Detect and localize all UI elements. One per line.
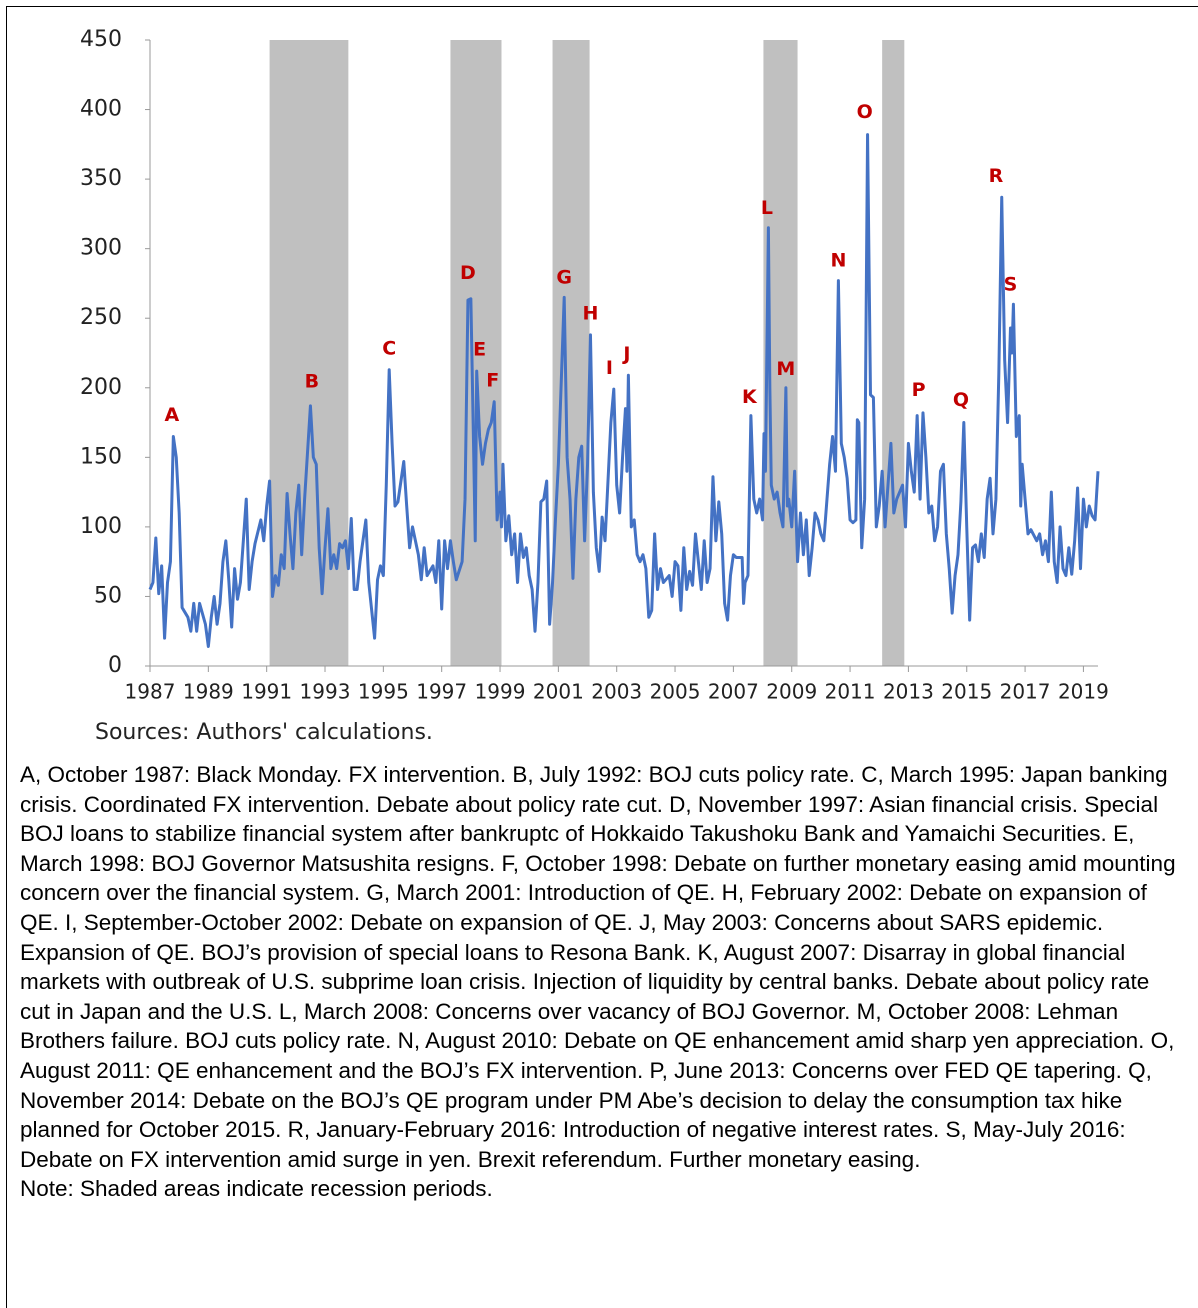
x-tick-label: 1995 <box>358 680 409 704</box>
event-label: L <box>761 197 773 219</box>
x-tick-label: 2009 <box>766 680 817 704</box>
recession-shade <box>552 40 590 666</box>
event-label: F <box>486 369 499 391</box>
x-tick-label: 1989 <box>183 680 234 704</box>
x-tick-label: 2003 <box>591 680 642 704</box>
y-tick-label: 400 <box>80 97 122 122</box>
event-label: C <box>382 337 396 359</box>
event-label: R <box>989 165 1004 187</box>
x-tick-label: 2011 <box>825 680 876 704</box>
x-tick-label: 1997 <box>416 680 467 704</box>
x-tick-label: 1999 <box>475 680 526 704</box>
x-tick-label: 1991 <box>241 680 292 704</box>
source-note: Sources: Authors' calculations. <box>95 720 433 745</box>
event-label: M <box>776 358 795 380</box>
frame <box>6 6 1198 1308</box>
event-label: S <box>1004 273 1018 295</box>
notes: A, October 1987: Black Monday. FX interv… <box>20 760 1185 1204</box>
event-label: Q <box>953 389 969 411</box>
recession-shade <box>269 40 349 666</box>
y-tick-label: 300 <box>80 236 122 261</box>
data-line <box>148 133 1100 649</box>
x-tick-label: 1987 <box>125 680 176 704</box>
y-tick-label: 100 <box>80 514 122 539</box>
event-label: J <box>621 343 630 365</box>
x-tick-label: 2001 <box>533 680 584 704</box>
shading-note: Note: Shaded areas indicate recession pe… <box>20 1176 493 1202</box>
event-label: P <box>912 379 926 401</box>
event-label: O <box>857 101 873 123</box>
event-label: H <box>583 303 599 325</box>
x-tick-label: 2007 <box>708 680 759 704</box>
x-tick-label: 2019 <box>1058 680 1109 704</box>
y-tick-label: 450 <box>80 27 122 52</box>
x-tick-label: 2015 <box>941 680 992 704</box>
event-label: I <box>606 357 613 379</box>
y-tick-label: 0 <box>108 653 122 678</box>
x-tick-label: 2013 <box>883 680 934 704</box>
event-label: G <box>556 266 572 288</box>
event-label: K <box>742 386 758 408</box>
y-tick-label: 350 <box>80 166 122 191</box>
y-tick-label: 50 <box>94 583 122 608</box>
x-tick-label: 2005 <box>650 680 701 704</box>
y-tick-label: 150 <box>80 444 122 469</box>
x-tick-label: 2017 <box>1000 680 1051 704</box>
y-tick-label: 250 <box>80 305 122 330</box>
event-label: B <box>305 371 319 393</box>
recession-shade <box>882 40 905 666</box>
event-label: D <box>460 262 476 284</box>
event-label: A <box>165 404 180 426</box>
event-label: E <box>473 339 486 361</box>
event-label: N <box>830 250 846 272</box>
event-notes: A, October 1987: Black Monday. FX interv… <box>20 762 1176 1172</box>
x-tick-label: 1993 <box>300 680 351 704</box>
recession-shade <box>450 40 502 666</box>
y-tick-label: 200 <box>80 375 122 400</box>
chart: Sources: Authors' calculations. 0 50 100 15… <box>80 27 1109 745</box>
